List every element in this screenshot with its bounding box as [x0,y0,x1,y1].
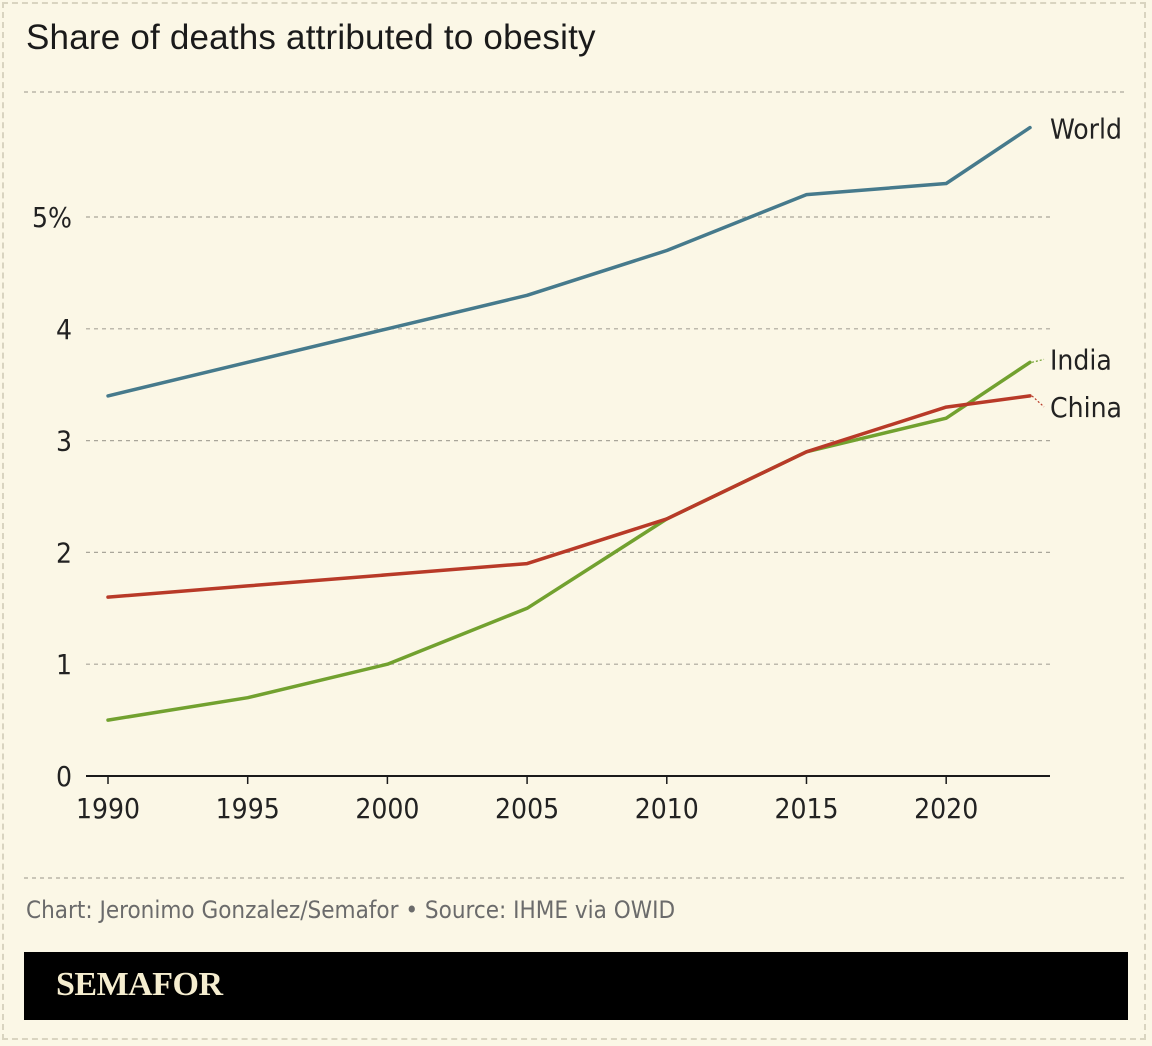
y-tick-label: 5% [32,201,72,234]
series-line-china [106,394,1032,599]
x-tick-label: 2000 [355,792,419,825]
x-tick-label: 1990 [76,792,140,825]
y-tick-label: 4 [56,313,72,346]
series-label-india: India [1050,343,1112,376]
y-tick-label: 0 [56,760,72,793]
y-tick-label: 3 [56,425,72,458]
x-tick-label: 2020 [914,792,978,825]
series-label-world: World [1050,113,1122,146]
x-tick-label: 1995 [216,792,280,825]
line-chart: 0 1 2 3 4 5% 1990 1995 2000 2005 2010 2015 2020 World… [24,91,1128,879]
y-tick-label: 1 [56,648,72,681]
chart-title: Share of deaths attributed to obesity [26,18,596,57]
series-leader-china [1031,395,1045,408]
series-leader-india [1031,358,1045,363]
x-tick-label: 2010 [635,792,699,825]
footer-bar: SEMAFOR [24,952,1128,1020]
brand-logo: SEMAFOR [56,966,223,1003]
x-tick-label: 2015 [774,792,838,825]
y-tick-label: 2 [56,536,72,569]
series-line-world [106,125,1032,398]
series-line-india [106,360,1032,722]
chart-credits: Chart: Jeronimo Gonzalez/Semafor • Sourc… [26,896,676,924]
x-tick-label: 2005 [495,792,559,825]
series-label-china: China [1050,391,1122,424]
